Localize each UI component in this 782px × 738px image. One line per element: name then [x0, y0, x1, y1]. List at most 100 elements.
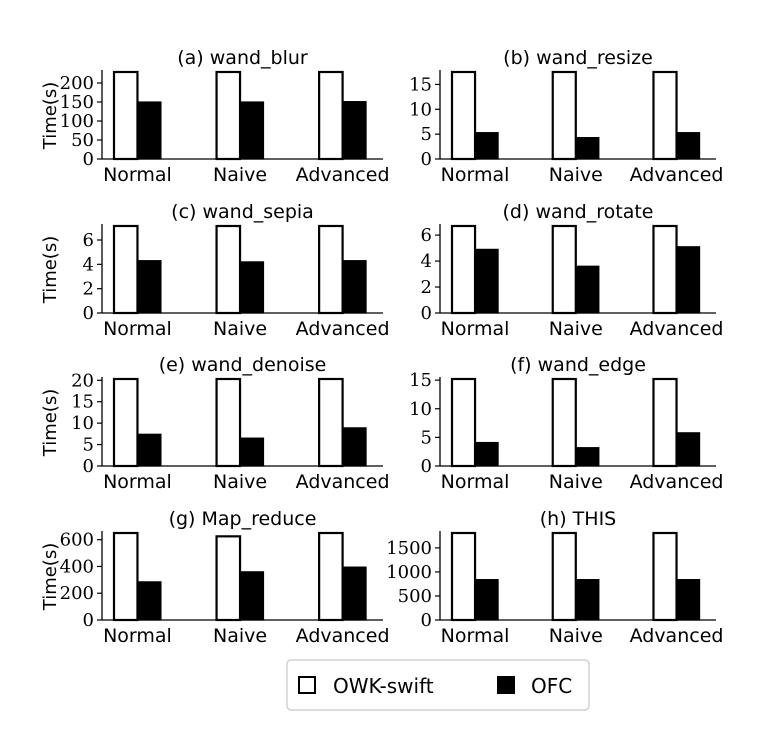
- y-tick-label: 150: [60, 92, 94, 113]
- bar-owk-swift-normal: [450, 224, 477, 315]
- category-label-normal: Normal: [103, 318, 172, 340]
- chart-title: (e) wand_denoise: [159, 354, 327, 376]
- bar-owk-swift-normal: [112, 70, 139, 161]
- category-label-advanced: Advanced: [630, 625, 724, 647]
- y-axis-label: Time(s): [40, 543, 61, 611]
- bar-owk-swift-normal: [112, 531, 139, 622]
- y-tick-label: 200: [60, 73, 94, 94]
- y-tick-label: 10: [409, 99, 432, 120]
- bar-owk-swift-naive: [215, 224, 242, 315]
- chart-panel-7: (h) THIS Normal Naive Advanced 0 500 1000 1500: [386, 508, 723, 647]
- bar-owk-swift-advanced: [652, 224, 678, 315]
- category-label-normal: Normal: [441, 164, 510, 186]
- chart-title: (g) Map_reduce: [169, 508, 317, 530]
- bar-owk-swift-normal: [450, 531, 477, 622]
- bar-ofc-naive: [239, 101, 265, 160]
- y-tick-label: 0: [83, 149, 94, 170]
- chart-title: (c) wand_sepia: [171, 201, 314, 223]
- category-label-advanced: Advanced: [630, 164, 724, 186]
- bar-ofc-advanced: [675, 132, 701, 160]
- category-label-naive: Naive: [213, 318, 267, 340]
- bar-ofc-naive: [239, 571, 265, 621]
- y-tick-label: 15: [409, 370, 432, 391]
- bar-ofc-normal: [136, 581, 162, 621]
- bar-owk-swift-advanced: [652, 377, 678, 468]
- bar-ofc-naive: [575, 579, 600, 621]
- bar-ofc-naive: [239, 437, 265, 467]
- y-axis-label: Time(s): [40, 389, 61, 457]
- bar-owk-swift-normal: [112, 224, 139, 315]
- bar-ofc-normal: [136, 433, 162, 467]
- category-label-advanced: Advanced: [296, 164, 390, 186]
- bar-ofc-normal: [474, 248, 499, 314]
- bar-owk-swift-naive: [215, 377, 242, 468]
- category-label-naive: Naive: [213, 625, 267, 647]
- bar-ofc-advanced: [341, 101, 367, 160]
- bar-ofc-naive: [239, 261, 265, 314]
- y-tick-label: 5: [83, 435, 94, 456]
- y-tick-label: 6: [421, 225, 432, 246]
- y-tick-label: 2: [83, 279, 94, 300]
- y-tick-label: 0: [421, 610, 432, 631]
- bar-ofc-naive: [575, 265, 600, 314]
- y-tick-label: 2: [421, 277, 432, 298]
- chart-title: (f) wand_edge: [510, 354, 646, 376]
- bar-owk-swift-naive: [215, 535, 242, 622]
- y-tick-label: 0: [83, 456, 94, 477]
- bar-owk-swift-naive: [551, 377, 577, 468]
- category-label-advanced: Advanced: [630, 471, 724, 493]
- y-tick-label: 0: [83, 303, 94, 324]
- bar-owk-swift-advanced: [318, 224, 344, 315]
- y-tick-label: 5: [421, 427, 432, 448]
- bar-ofc-advanced: [675, 579, 701, 621]
- bar-ofc-advanced: [675, 432, 701, 467]
- y-tick-label: 400: [60, 556, 94, 577]
- y-tick-label: 4: [83, 254, 94, 275]
- category-label-normal: Normal: [441, 625, 510, 647]
- category-label-normal: Normal: [103, 164, 172, 186]
- chart-panel-2: (c) wand_sepia Normal Naive Advanced 0 2 4 6 Tim…: [40, 201, 390, 340]
- category-label-advanced: Advanced: [630, 318, 724, 340]
- y-axis-label: Time(s): [40, 82, 61, 150]
- bar-ofc-normal: [474, 441, 499, 467]
- category-label-naive: Naive: [549, 318, 603, 340]
- chart-panel-1: (b) wand_resize Normal Naive Advanced 0 5 10 15: [409, 47, 723, 186]
- bar-ofc-advanced: [341, 260, 367, 314]
- chart-panel-4: (e) wand_denoise Normal Naive Advanced 05101…: [40, 354, 390, 493]
- bar-owk-swift-advanced: [652, 531, 678, 622]
- chart-title: (a) wand_blur: [177, 47, 308, 69]
- bar-ofc-normal: [136, 260, 162, 314]
- bar-owk-swift-advanced: [318, 377, 344, 468]
- bar-owk-swift-normal: [450, 70, 477, 161]
- bar-owk-swift-naive: [551, 70, 577, 161]
- chart-title: (d) wand_rotate: [503, 201, 654, 223]
- y-tick-label: 10: [71, 413, 94, 434]
- y-tick-label: 4: [421, 251, 432, 272]
- bar-ofc-normal: [136, 101, 162, 160]
- y-tick-label: 0: [421, 456, 432, 477]
- y-tick-label: 6: [83, 230, 94, 251]
- y-tick-label: 600: [60, 530, 94, 551]
- category-label-naive: Naive: [213, 471, 267, 493]
- bar-ofc-advanced: [341, 566, 367, 621]
- category-label-advanced: Advanced: [296, 471, 390, 493]
- y-tick-label: 10: [409, 399, 432, 420]
- y-tick-label: 200: [60, 583, 94, 604]
- y-tick-label: 0: [83, 610, 94, 631]
- legend-label-ofc: OFC: [531, 674, 572, 698]
- category-label-naive: Naive: [549, 625, 603, 647]
- y-tick-label: 0: [421, 303, 432, 324]
- y-tick-label: 0: [421, 149, 432, 170]
- legend-label-owk-swift: OWK-swift: [333, 674, 434, 698]
- chart-title: (b) wand_resize: [503, 47, 653, 69]
- bar-owk-swift-naive: [551, 531, 577, 622]
- bar-ofc-normal: [474, 132, 499, 160]
- y-tick-label: 50: [71, 130, 94, 151]
- y-tick-label: 5: [421, 124, 432, 145]
- bar-owk-swift-naive: [215, 70, 242, 161]
- category-label-normal: Normal: [103, 625, 172, 647]
- category-label-advanced: Advanced: [296, 625, 390, 647]
- chart-panel-5: (f) wand_edge Normal Naive Advanced 0 5 10 15: [409, 354, 723, 493]
